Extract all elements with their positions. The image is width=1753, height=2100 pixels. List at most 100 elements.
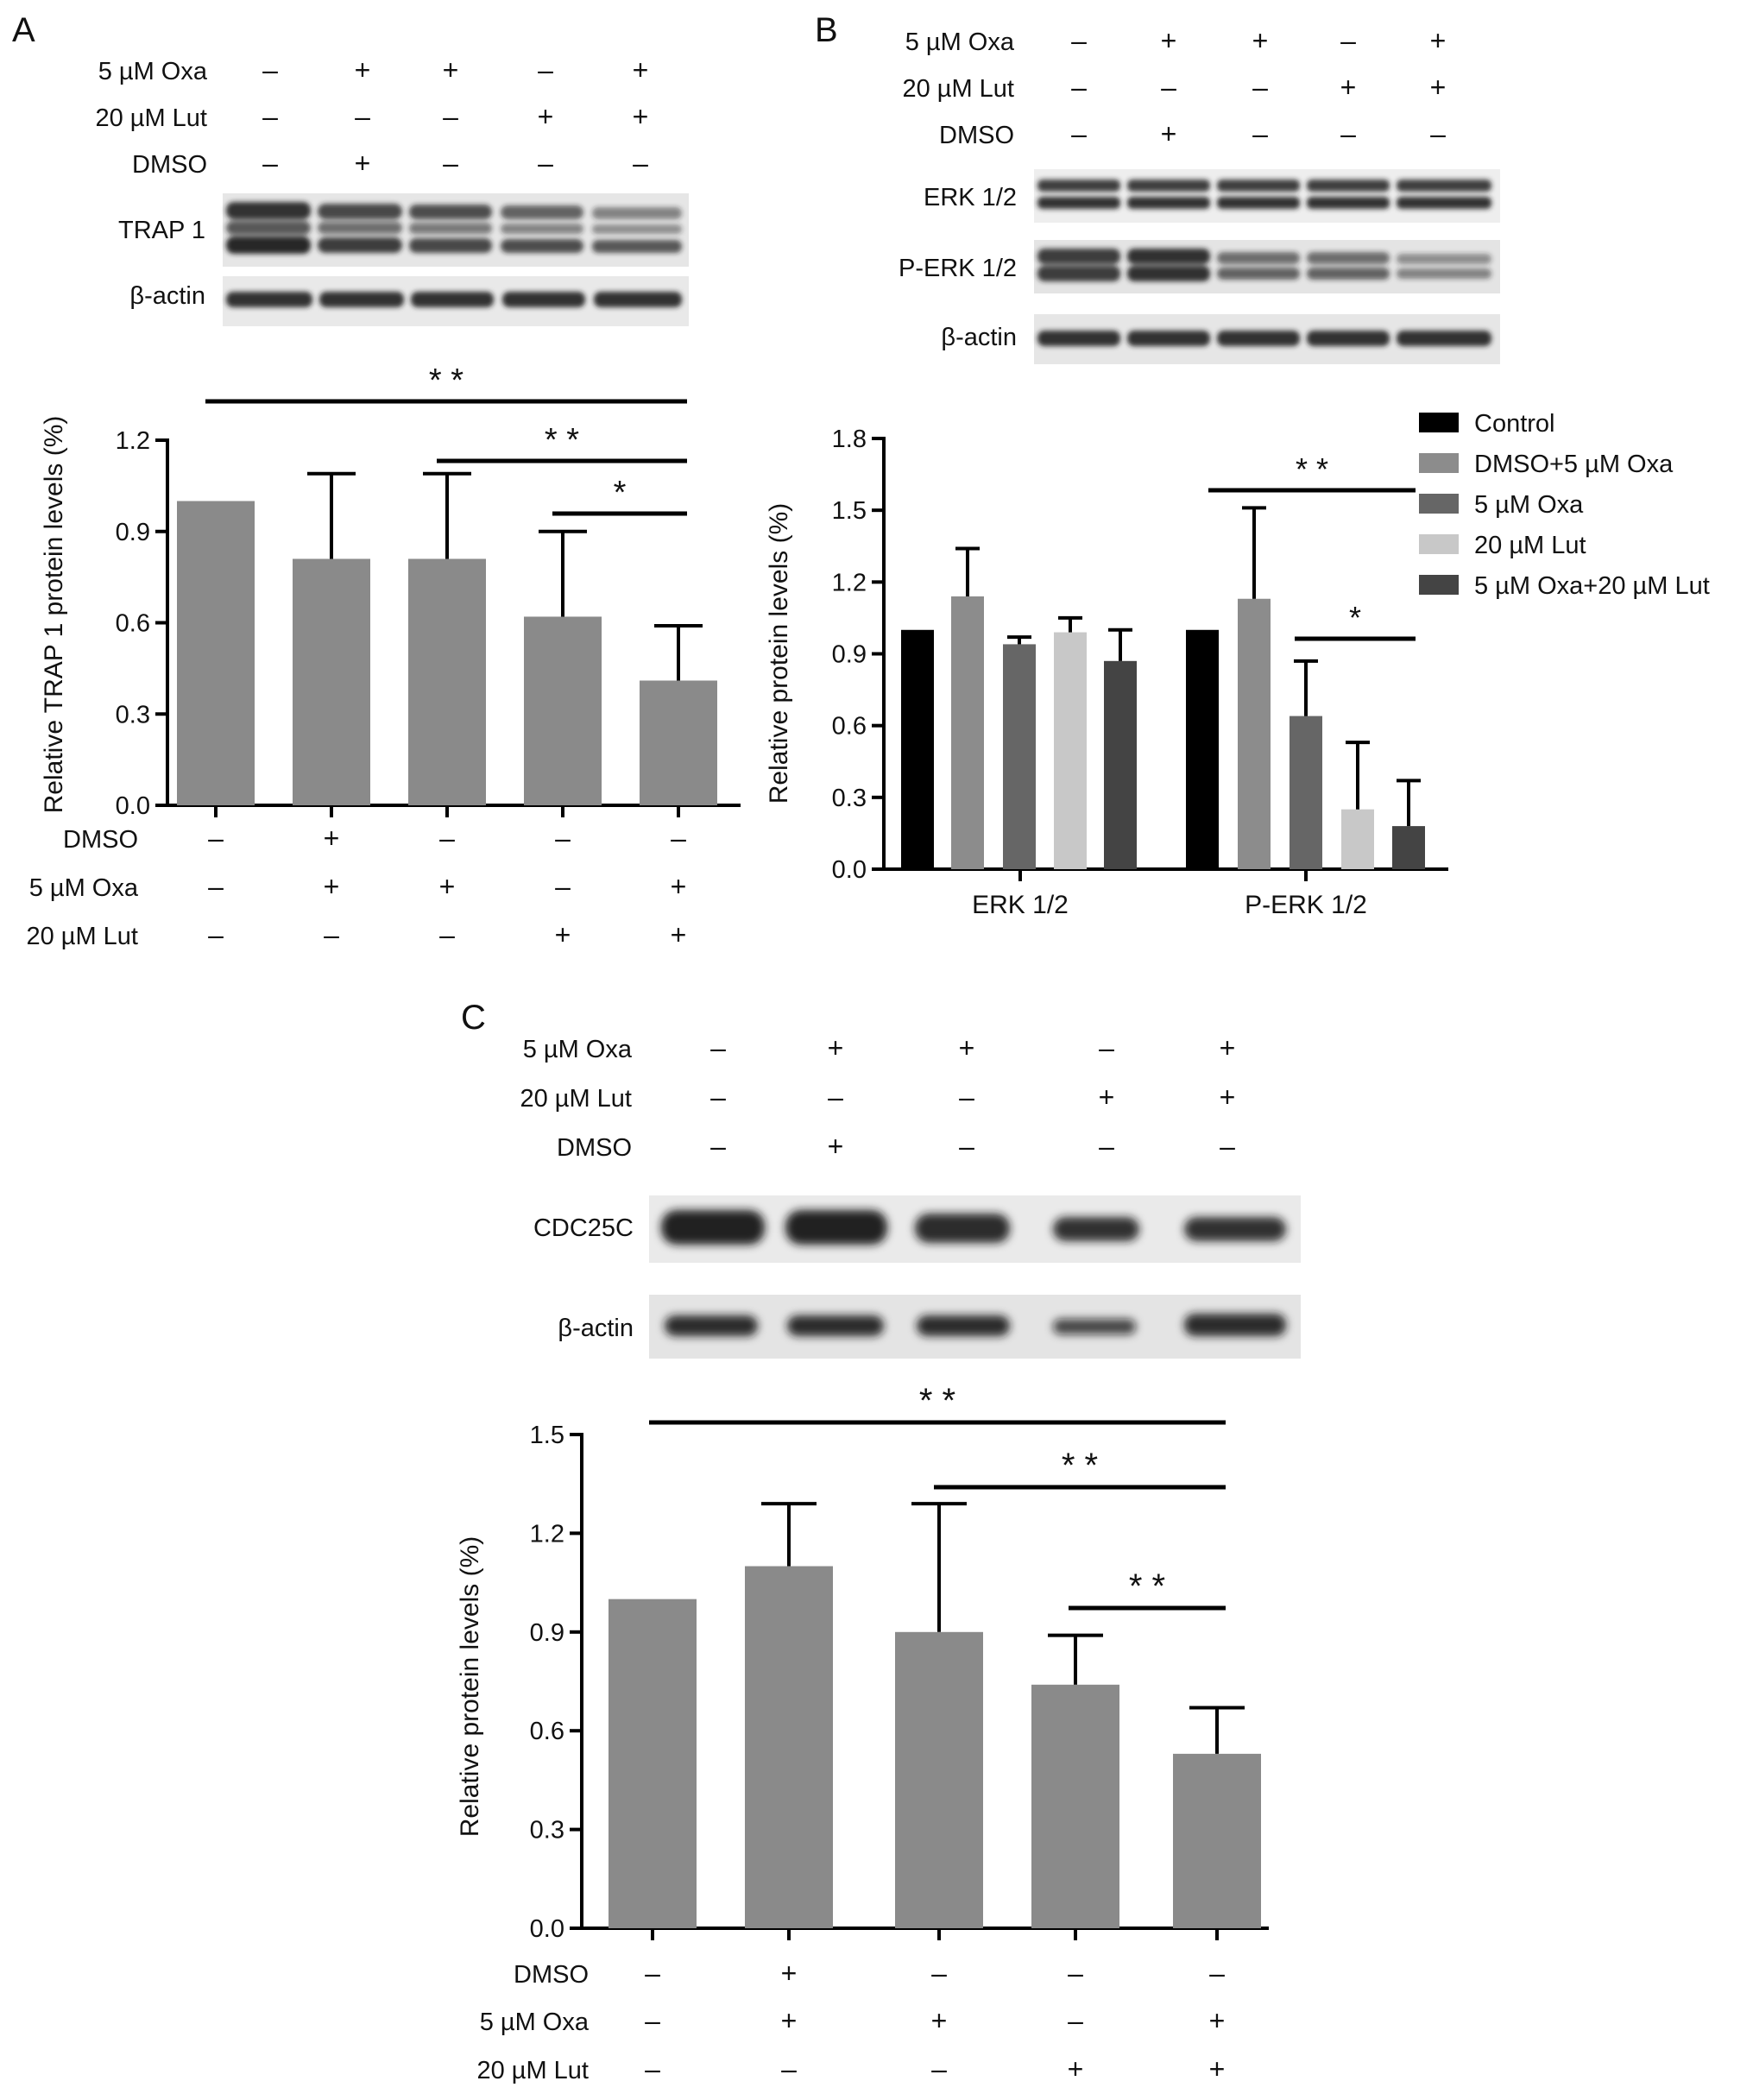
bar [177,501,255,805]
blot-bands-actin [665,1314,1286,1336]
blot-bands-perk [1037,249,1491,281]
header-label: DMSO [132,151,207,179]
panel-c-blot-header: 5 µM Oxa 20 µM Lut DMSO – + + – + – – – … [520,1032,1235,1162]
row-sign: – [439,823,455,854]
bar [408,558,486,805]
significance-label: * [614,475,627,511]
row-sign: – [439,919,455,950]
row-sign: + [781,1958,798,1989]
y-axis-title: Relative protein levels (%) [456,1536,484,1837]
header-sign: + [1161,118,1177,149]
panel-c: C 5 µM Oxa 20 µM Lut DMSO – + + – + – – … [456,999,1301,2084]
header-sign: + [538,101,554,132]
x-category-label: P-ERK 1/2 [1245,891,1367,919]
header-sign: – [1071,118,1087,149]
blot-label: β-actin [129,282,205,310]
row-sign: – [931,1958,947,1989]
panel-a-chart: 0.0 0.3 0.6 0.9 1.2 * * * * * [116,363,741,820]
significance-label: * * [1062,1447,1098,1485]
header-sign: + [1430,72,1447,103]
header-sign: – [443,101,458,132]
y-tick-label: 1.2 [116,427,150,455]
bar [524,616,602,805]
row-sign: + [931,2005,948,2036]
row-sign: – [781,2053,797,2084]
blot-bands-actin [1037,331,1491,346]
header-sign: – [1071,25,1087,56]
x-category-label: ERK 1/2 [972,891,1069,919]
header-sign: – [1430,118,1446,149]
header-sign: + [1099,1082,1115,1113]
header-sign: – [262,101,278,132]
significance-label: * * [545,422,579,458]
blot-label: TRAP 1 [118,217,205,244]
legend-swatch [1419,534,1459,554]
header-sign: – [262,148,278,179]
row-label: DMSO [63,826,138,854]
row-sign: – [208,919,224,950]
bar [609,1599,697,1928]
header-sign: + [633,101,649,132]
bar [1173,1753,1261,1928]
header-label: 20 µM Lut [902,75,1014,103]
legend-swatch [1419,575,1459,595]
y-tick-label: 1.5 [832,497,867,525]
header-label: 20 µM Lut [95,104,207,132]
header-sign: + [828,1032,844,1063]
panel-a-letter: A [12,11,35,49]
header-sign: + [1252,25,1269,56]
header-label: 5 µM Oxa [523,1036,633,1063]
y-axis-title: Relative protein levels (%) [765,503,793,804]
panel-c-bottom-rows: DMSO 5 µM Oxa 20 µM Lut – + – – – – + + … [476,1958,1225,2084]
row-sign: – [1068,2005,1083,2036]
row-sign: – [555,823,571,854]
row-label: 20 µM Lut [476,2057,589,2084]
bar [1392,826,1425,869]
header-sign: + [1220,1082,1236,1113]
row-sign: – [208,823,224,854]
header-sign: – [1340,25,1356,56]
y-tick-label: 1.8 [832,426,867,453]
panel-b-letter: B [815,11,838,49]
header-sign: – [1220,1131,1235,1162]
header-sign: – [1071,72,1087,103]
panel-c-blots: CDC25C β-actin [533,1195,1301,1359]
row-sign: + [324,871,340,902]
bar [951,596,984,869]
row-sign: – [1068,1958,1083,1989]
header-sign: + [633,54,649,85]
y-tick-label: 1.2 [530,1520,564,1548]
row-sign: – [671,823,686,854]
bar [895,1631,983,1928]
header-sign: + [828,1131,844,1162]
header-sign: – [710,1131,726,1162]
header-sign: + [959,1032,975,1063]
row-sign: – [208,871,224,902]
y-tick-label: 0.9 [530,1619,564,1647]
legend-swatch [1419,453,1459,473]
blot-label: β-actin [941,324,1017,351]
row-sign: + [781,2005,798,2036]
significance-label: * * [429,363,463,399]
legend-swatch [1419,494,1459,514]
header-label: 20 µM Lut [520,1085,632,1113]
panel-c-letter: C [461,999,486,1037]
row-sign: – [555,871,571,902]
row-label: 20 µM Lut [26,923,138,950]
row-sign: + [671,871,687,902]
legend-label: 5 µM Oxa [1474,491,1584,519]
row-label: 5 µM Oxa [480,2009,590,2036]
header-sign: + [1220,1032,1236,1063]
significance-label: * * [919,1382,955,1420]
blot-label: P-ERK 1/2 [899,255,1017,282]
panel-b: B 5 µM Oxa 20 µM Lut DMSO – + + – + – – … [765,11,1710,919]
bar [1186,629,1219,869]
header-sign: – [959,1131,974,1162]
bar [1290,716,1322,869]
bar [901,629,934,869]
header-sign: – [1099,1131,1114,1162]
y-tick-label: 0.9 [116,519,150,546]
header-sign: – [828,1082,843,1113]
significance-label: * * [1296,451,1328,487]
blot-bands-actin [226,292,682,307]
